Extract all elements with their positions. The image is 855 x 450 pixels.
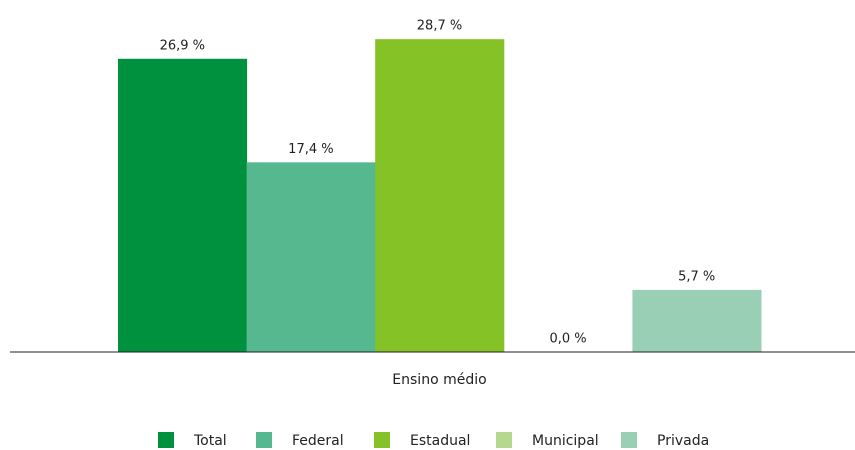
legend-swatch	[374, 432, 390, 448]
legend-swatch	[256, 432, 272, 448]
value-label: 0,0 %	[550, 332, 587, 347]
legend-label: Estadual	[410, 433, 470, 449]
value-label: 5,7 %	[678, 269, 715, 284]
value-label: 17,4 %	[288, 142, 333, 157]
legend-swatch	[496, 432, 512, 448]
bar	[375, 39, 505, 353]
legend-label: Privada	[657, 433, 709, 449]
value-label: 26,9 %	[160, 38, 205, 53]
bar	[632, 289, 762, 352]
bar	[246, 162, 376, 352]
legend-label: Federal	[292, 433, 344, 449]
x-tick-label: Ensino médio	[392, 372, 486, 388]
legend-label: Total	[193, 433, 227, 449]
bar	[118, 58, 248, 352]
legend-swatch	[621, 432, 637, 448]
value-label: 28,7 %	[417, 19, 462, 34]
legend-label: Municipal	[532, 433, 599, 449]
legend-swatch	[158, 432, 174, 448]
